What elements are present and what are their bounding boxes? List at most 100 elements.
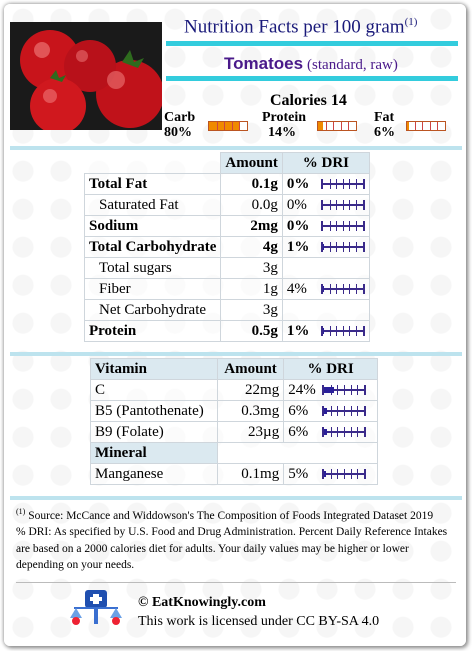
vitamin-dri-value: 5% bbox=[288, 465, 309, 482]
nutrient-amount: 0.5g bbox=[220, 320, 283, 342]
section-divider bbox=[10, 146, 462, 150]
nutrient-row: Total Carbohydrate 4g 1% bbox=[83, 236, 370, 258]
nutrient-name: Saturated Fat bbox=[83, 194, 222, 216]
vitamin-row: Manganese 0.1mg 5% bbox=[90, 463, 378, 485]
nutrient-row: Total sugars 3g bbox=[83, 257, 370, 279]
vitamin-row: B9 (Folate) 23µg 6% bbox=[90, 421, 378, 443]
dri-bar bbox=[322, 406, 367, 417]
macro-protein-bar bbox=[317, 121, 357, 131]
macro-bar-fill bbox=[407, 122, 410, 130]
vitamin-dri: 6% bbox=[283, 421, 378, 443]
vitamin-dri-header: % DRI bbox=[283, 358, 378, 380]
macro-carb: Carb 80% bbox=[164, 110, 196, 140]
vitamin-header: Vitamin bbox=[90, 358, 218, 380]
nutrient-dri-value: 0% bbox=[286, 175, 310, 192]
dri-bar bbox=[320, 326, 365, 337]
dri-bar bbox=[322, 385, 367, 396]
dri-bar bbox=[320, 221, 365, 232]
vitamin-dri: 5% bbox=[283, 463, 378, 485]
vitamin-name: Manganese bbox=[90, 463, 218, 485]
nutrient-dri bbox=[281, 257, 370, 279]
nutrient-dri-value: 0% bbox=[286, 217, 310, 234]
nutrient-name: Total Fat bbox=[83, 173, 222, 195]
title-underline bbox=[166, 41, 458, 46]
nutrient-amount: 0.1g bbox=[220, 173, 283, 195]
macro-carb-bar bbox=[208, 121, 248, 131]
vitamin-dri-value: 24% bbox=[288, 381, 316, 398]
macro-fat: Fat 6% bbox=[374, 110, 395, 140]
nutrient-amount: 3g bbox=[220, 299, 283, 321]
vitamin-dri-value: 6% bbox=[288, 402, 309, 419]
nutrition-card: Nutrition Facts per 100 gram(1) Tomatoes… bbox=[4, 4, 466, 646]
vitamin-amount: 23µg bbox=[216, 421, 285, 443]
nutrient-name: Total Carbohydrate bbox=[83, 236, 222, 258]
nutrient-dri-value: 1% bbox=[286, 322, 310, 339]
nutrient-dri: 0% bbox=[281, 173, 370, 195]
nutrient-name: Sodium bbox=[83, 215, 222, 237]
vitamin-dri: 24% bbox=[283, 379, 378, 401]
nutrient-dri: 1% bbox=[281, 236, 370, 258]
nutrient-name: Total sugars bbox=[83, 257, 222, 279]
vitamin-amount: 0.1mg bbox=[216, 463, 285, 485]
dri-bar bbox=[320, 242, 365, 253]
nutrient-name: Protein bbox=[83, 320, 222, 342]
nutrient-name: Net Carbohydrate bbox=[83, 299, 222, 321]
calories: Calories 14 bbox=[270, 92, 347, 109]
nutrient-row: Net Carbohydrate 3g bbox=[83, 299, 370, 321]
nutrient-dri: 0% bbox=[281, 194, 370, 216]
nutrient-dri-value: 1% bbox=[286, 238, 310, 255]
nutrient-row: Saturated Fat 0.0g 0% bbox=[83, 194, 370, 216]
nutrient-name: Fiber bbox=[83, 278, 222, 300]
section-divider bbox=[10, 352, 462, 356]
vitamin-name: B5 (Pantothenate) bbox=[90, 400, 218, 422]
dri-bar bbox=[320, 179, 365, 190]
dri-bar bbox=[320, 284, 365, 295]
food-underline bbox=[166, 76, 458, 81]
eatknowingly-logo bbox=[68, 588, 124, 628]
vitamin-row: C 22mg 24% bbox=[90, 379, 378, 401]
vitamin-name: B9 (Folate) bbox=[90, 421, 218, 443]
vitamin-amount: 0.3mg bbox=[216, 400, 285, 422]
nutrient-dri bbox=[281, 299, 370, 321]
macro-protein: Protein 14% bbox=[262, 110, 307, 140]
vitamin-dri-value: 6% bbox=[288, 423, 309, 440]
nutrient-dri: 0% bbox=[281, 215, 370, 237]
macro-bar-fill bbox=[318, 122, 324, 130]
nutrient-amount: 4g bbox=[220, 236, 283, 258]
footer-divider bbox=[16, 582, 456, 583]
vitamin-dri: 6% bbox=[283, 400, 378, 422]
nutrient-row: Total Fat 0.1g 0% bbox=[83, 173, 370, 195]
footnote: (1) Source: McCance and Widdowson's The … bbox=[16, 504, 456, 574]
dri-note: % DRI: As specified by U.S. Food and Dru… bbox=[16, 526, 448, 572]
dri-bar bbox=[320, 200, 365, 211]
source-note: (1) Source: McCance and Widdowson's The … bbox=[16, 507, 434, 522]
nutrient-dri-value: 0% bbox=[286, 196, 307, 213]
vitamin-row: B5 (Pantothenate) 0.3mg 6% bbox=[90, 400, 378, 422]
nutrient-amount: 2mg bbox=[220, 215, 283, 237]
vitamin-amount: 22mg bbox=[216, 379, 285, 401]
nutrient-dri-value: 4% bbox=[286, 280, 307, 297]
nutrient-row: Protein 0.5g 1% bbox=[83, 320, 370, 342]
mineral-header-row: Mineral bbox=[90, 442, 379, 464]
license: This work is licensed under CC BY-SA 4.0 bbox=[138, 614, 380, 629]
label-title: Nutrition Facts per 100 gram(1) bbox=[184, 16, 418, 38]
vitamins-table: Vitamin Amount % DRI C 22mg 24% B5 (Pantoth… bbox=[90, 358, 379, 485]
nutrient-row: Sodium 2mg 0% bbox=[83, 215, 370, 237]
vitamin-amount-header: Amount bbox=[216, 358, 285, 380]
nutrient-amount: 0.0g bbox=[220, 194, 283, 216]
nutrient-dri: 4% bbox=[281, 278, 370, 300]
footer-brand: © EatKnowingly.com This work is licensed… bbox=[138, 593, 379, 631]
site-name: © EatKnowingly.com bbox=[138, 595, 266, 610]
section-divider bbox=[10, 496, 462, 500]
macro-fat-bar bbox=[406, 121, 446, 131]
nutrient-row: Fiber 1g 4% bbox=[83, 278, 370, 300]
nutrients-table: Amount % DRI Total Fat 0.1g 0% Saturated Fa… bbox=[83, 152, 370, 342]
tomato-photo bbox=[10, 22, 162, 130]
nutrient-amount: 3g bbox=[220, 257, 283, 279]
nutrient-amount: 1g bbox=[220, 278, 283, 300]
amount-header: Amount bbox=[220, 152, 283, 174]
mineral-header: Mineral bbox=[90, 442, 218, 464]
dri-bar bbox=[322, 427, 367, 438]
dri-header: % DRI bbox=[281, 152, 370, 174]
vitamin-name: C bbox=[90, 379, 218, 401]
